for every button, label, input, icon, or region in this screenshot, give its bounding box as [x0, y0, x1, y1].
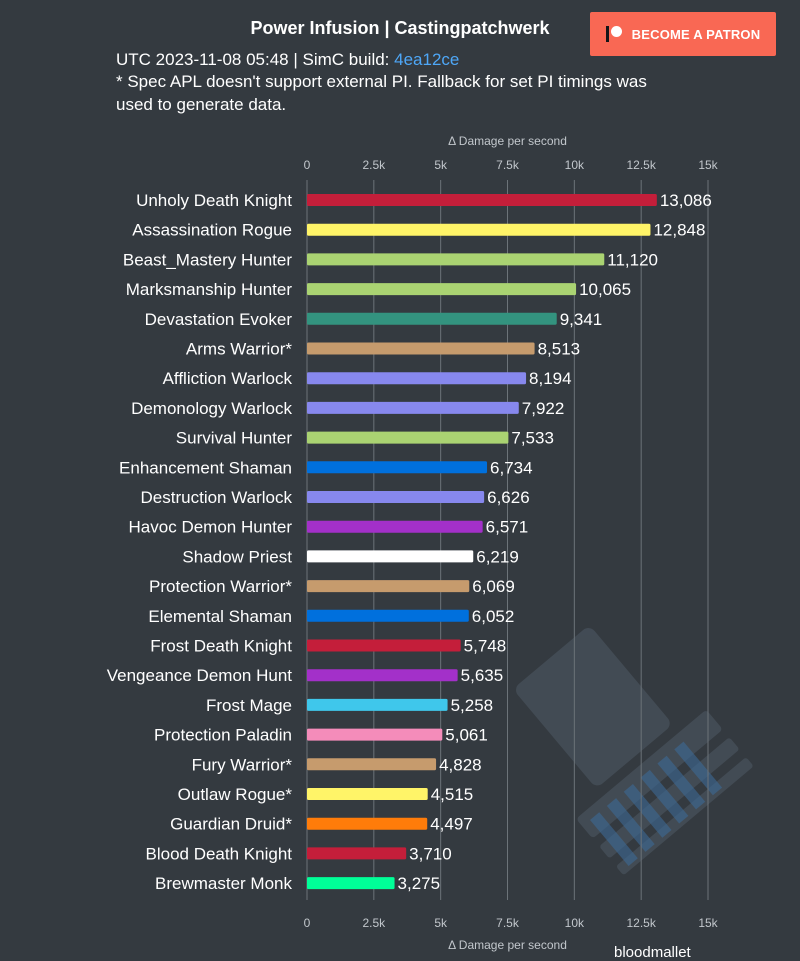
- value-label: 5,258: [451, 696, 494, 715]
- value-label: 7,533: [511, 429, 554, 448]
- x-tick-label-bottom: 12.5k: [626, 916, 656, 930]
- value-label: 8,194: [529, 369, 572, 388]
- bar[interactable]: [307, 283, 577, 296]
- category-label: Guardian Druid*: [170, 815, 292, 834]
- build-link[interactable]: 4ea12ce: [394, 50, 460, 69]
- category-label: Protection Paladin: [154, 726, 292, 745]
- value-label: 5,635: [461, 666, 504, 685]
- value-label: 6,626: [487, 488, 530, 507]
- bar[interactable]: [307, 253, 605, 266]
- x-tick-label-bottom: 5k: [434, 916, 448, 930]
- become-a-patron-button[interactable]: BECOME A PATRON: [590, 12, 776, 56]
- value-label: 12,848: [653, 221, 705, 240]
- category-label: Vengeance Demon Hunt: [107, 666, 293, 685]
- bar[interactable]: [307, 698, 448, 711]
- x-tick-label-bottom: 15k: [698, 916, 718, 930]
- value-label: 4,828: [439, 755, 482, 774]
- bar[interactable]: [307, 639, 461, 652]
- value-label: 7,922: [522, 399, 565, 418]
- category-label: Outlaw Rogue*: [178, 785, 293, 804]
- bar[interactable]: [307, 788, 428, 800]
- bar[interactable]: [307, 728, 443, 741]
- x-tick-label-bottom: 2.5k: [362, 916, 386, 930]
- category-label: Havoc Demon Hunter: [129, 518, 293, 537]
- bar[interactable]: [307, 847, 407, 860]
- x-tick-label-bottom: 10k: [565, 916, 585, 930]
- bar[interactable]: [307, 401, 519, 414]
- category-label: Blood Death Knight: [146, 844, 293, 863]
- value-label: 4,515: [431, 785, 474, 804]
- bar[interactable]: [307, 520, 483, 533]
- value-label: 3,710: [409, 844, 452, 863]
- x-tick-label-top: 2.5k: [362, 158, 386, 172]
- x-tick-label-top: 10k: [565, 158, 585, 172]
- x-tick-label-top: 12.5k: [626, 158, 656, 172]
- bar[interactable]: [307, 758, 437, 771]
- site-credit: bloodmallet: [614, 944, 691, 961]
- category-label: Assassination Rogue: [132, 221, 292, 240]
- bar[interactable]: [307, 550, 474, 563]
- bar[interactable]: [307, 372, 527, 385]
- value-label: 6,571: [486, 518, 529, 537]
- value-label: 6,069: [472, 577, 515, 596]
- bar[interactable]: [307, 817, 428, 830]
- category-label: Shadow Priest: [182, 547, 292, 566]
- value-label: 11,120: [607, 250, 658, 269]
- x-tick-label-top: 0: [304, 158, 311, 172]
- x-tick-label-bottom: 0: [304, 916, 311, 930]
- category-label: Enhancement Shaman: [119, 458, 292, 477]
- category-label: Survival Hunter: [176, 429, 293, 448]
- bar[interactable]: [307, 609, 469, 622]
- bar[interactable]: [307, 877, 395, 890]
- bar[interactable]: [307, 669, 458, 682]
- bar[interactable]: [307, 431, 509, 444]
- bar[interactable]: [307, 491, 485, 503]
- value-label: 9,341: [560, 310, 603, 329]
- value-label: 6,219: [476, 547, 519, 566]
- category-label: Devastation Evoker: [145, 310, 293, 329]
- category-label: Unholy Death Knight: [136, 191, 292, 210]
- category-label: Brewmaster Monk: [155, 874, 292, 893]
- value-label: 10,065: [579, 280, 631, 299]
- patron-label: BECOME A PATRON: [631, 26, 761, 42]
- bar[interactable]: [307, 580, 470, 593]
- patreon-icon: [605, 26, 622, 42]
- category-label: Beast_Mastery Hunter: [123, 250, 292, 269]
- category-label: Arms Warrior*: [186, 340, 292, 359]
- category-label: Affliction Warlock: [163, 369, 293, 388]
- category-label: Protection Warrior*: [149, 577, 292, 596]
- watermark-logo-icon: [516, 628, 753, 875]
- category-label: Demonology Warlock: [131, 399, 292, 418]
- bar[interactable]: [307, 461, 488, 474]
- category-label: Marksmanship Hunter: [126, 280, 293, 299]
- value-label: 8,513: [538, 340, 581, 359]
- value-label: 6,734: [490, 458, 533, 477]
- axis-title-top: Δ Damage per second: [448, 134, 567, 148]
- bar[interactable]: [307, 223, 651, 236]
- apl-note: * Spec APL doesn't support external PI. …: [116, 72, 647, 114]
- value-label: 3,275: [398, 874, 441, 893]
- value-label: 5,061: [445, 726, 488, 745]
- value-label: 13,086: [660, 191, 712, 210]
- axis-title-bottom: Δ Damage per second: [448, 938, 567, 952]
- category-label: Frost Death Knight: [150, 637, 292, 656]
- category-label: Elemental Shaman: [148, 607, 292, 626]
- value-label: 5,748: [464, 637, 507, 656]
- bar[interactable]: [307, 312, 557, 325]
- build-info: UTC 2023-11-08 05:48 | SimC build: 4ea12…: [116, 48, 459, 71]
- category-label: Fury Warrior*: [192, 755, 293, 774]
- category-label: Destruction Warlock: [141, 488, 293, 507]
- value-label: 4,497: [430, 815, 473, 834]
- bar[interactable]: [307, 194, 657, 206]
- x-tick-label-top: 15k: [698, 158, 718, 172]
- x-tick-label-bottom: 7.5k: [496, 916, 520, 930]
- chart-title: Power Infusion | Castingpatchwerk: [250, 18, 550, 38]
- timestamp-text: UTC 2023-11-08 05:48 | SimC build:: [116, 50, 395, 69]
- x-tick-label-top: 5k: [434, 158, 448, 172]
- value-label: 6,052: [472, 607, 515, 626]
- x-tick-label-top: 7.5k: [496, 158, 520, 172]
- bar[interactable]: [307, 342, 535, 355]
- category-label: Frost Mage: [206, 696, 292, 715]
